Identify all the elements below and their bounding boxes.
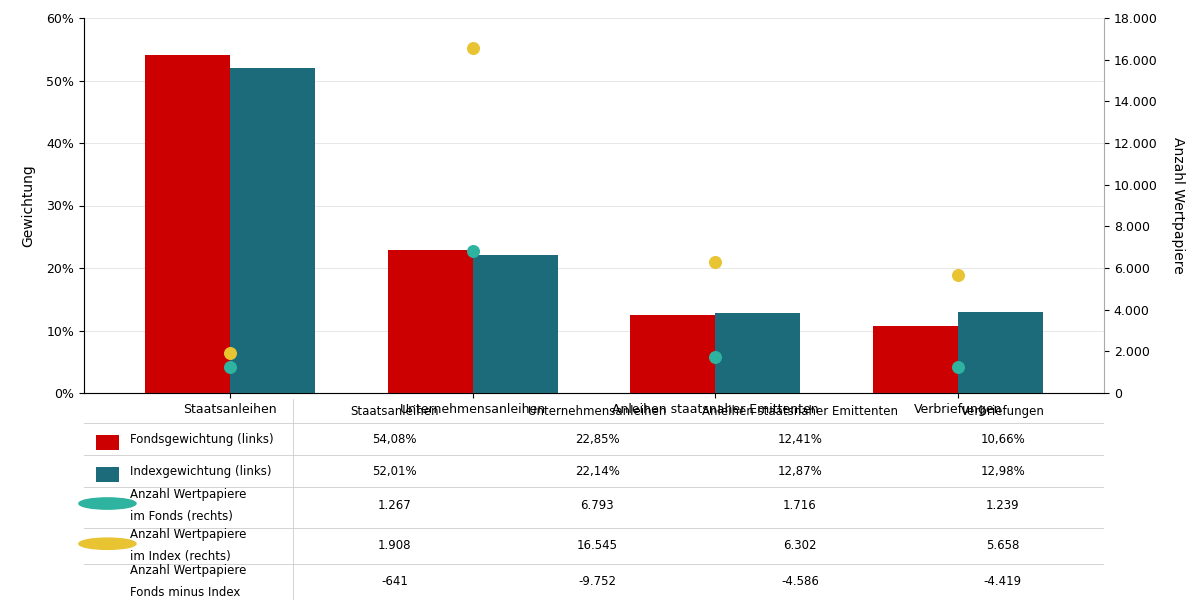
Text: 6.302: 6.302 xyxy=(784,539,817,552)
Bar xyxy=(959,312,1043,393)
Point xyxy=(949,271,968,280)
Bar xyxy=(473,254,558,393)
Text: -4.586: -4.586 xyxy=(781,575,818,589)
Text: Anleihen staatsnaher Emittenten: Anleihen staatsnaher Emittenten xyxy=(702,405,898,418)
Bar xyxy=(630,316,715,393)
Text: Staatsanleihen: Staatsanleihen xyxy=(350,405,439,418)
Text: -4.419: -4.419 xyxy=(984,575,1021,589)
Circle shape xyxy=(79,498,136,509)
Text: Unternehmensanleihen: Unternehmensanleihen xyxy=(528,405,666,418)
Text: 52,01%: 52,01% xyxy=(372,465,416,478)
Bar xyxy=(96,435,119,450)
Text: 1.239: 1.239 xyxy=(986,499,1020,512)
Text: 16.545: 16.545 xyxy=(577,539,618,552)
Text: 10,66%: 10,66% xyxy=(980,433,1025,446)
Point xyxy=(706,352,725,362)
Point xyxy=(463,44,482,53)
Text: 22,14%: 22,14% xyxy=(575,465,619,478)
Text: 12,87%: 12,87% xyxy=(778,465,822,478)
Text: Fonds minus Index: Fonds minus Index xyxy=(130,586,240,599)
Text: 12,41%: 12,41% xyxy=(778,433,822,446)
Bar xyxy=(145,55,229,393)
Bar xyxy=(96,467,119,482)
Y-axis label: Anzahl Wertpapiere: Anzahl Wertpapiere xyxy=(1171,137,1186,274)
Point xyxy=(463,247,482,256)
Point xyxy=(220,349,239,358)
Circle shape xyxy=(79,538,136,550)
Bar xyxy=(874,326,959,393)
Point xyxy=(949,362,968,372)
Text: Fondsgewichtung (links): Fondsgewichtung (links) xyxy=(130,433,274,446)
Y-axis label: Gewichtung: Gewichtung xyxy=(22,164,35,247)
Text: Verbriefungen: Verbriefungen xyxy=(961,405,1044,418)
Bar xyxy=(229,68,314,393)
Text: 6.793: 6.793 xyxy=(581,499,614,512)
Text: Indexgewichtung (links): Indexgewichtung (links) xyxy=(130,465,271,478)
Point xyxy=(706,257,725,266)
Text: 22,85%: 22,85% xyxy=(575,433,619,446)
Bar xyxy=(715,313,800,393)
Text: 1.716: 1.716 xyxy=(784,499,817,512)
Text: 5.658: 5.658 xyxy=(986,539,1019,552)
Text: Anzahl Wertpapiere: Anzahl Wertpapiere xyxy=(130,488,246,501)
Text: -641: -641 xyxy=(382,575,408,589)
Text: 54,08%: 54,08% xyxy=(372,433,416,446)
Text: Anzahl Wertpapiere: Anzahl Wertpapiere xyxy=(130,565,246,577)
Text: -9.752: -9.752 xyxy=(578,575,616,589)
Point xyxy=(220,362,239,371)
Text: Anzahl Wertpapiere: Anzahl Wertpapiere xyxy=(130,528,246,541)
Text: 12,98%: 12,98% xyxy=(980,465,1025,478)
Text: im Fonds (rechts): im Fonds (rechts) xyxy=(130,510,233,523)
Text: 1.267: 1.267 xyxy=(378,499,412,512)
Bar xyxy=(388,250,473,393)
Text: 1.908: 1.908 xyxy=(378,539,412,552)
Text: im Index (rechts): im Index (rechts) xyxy=(130,550,230,563)
